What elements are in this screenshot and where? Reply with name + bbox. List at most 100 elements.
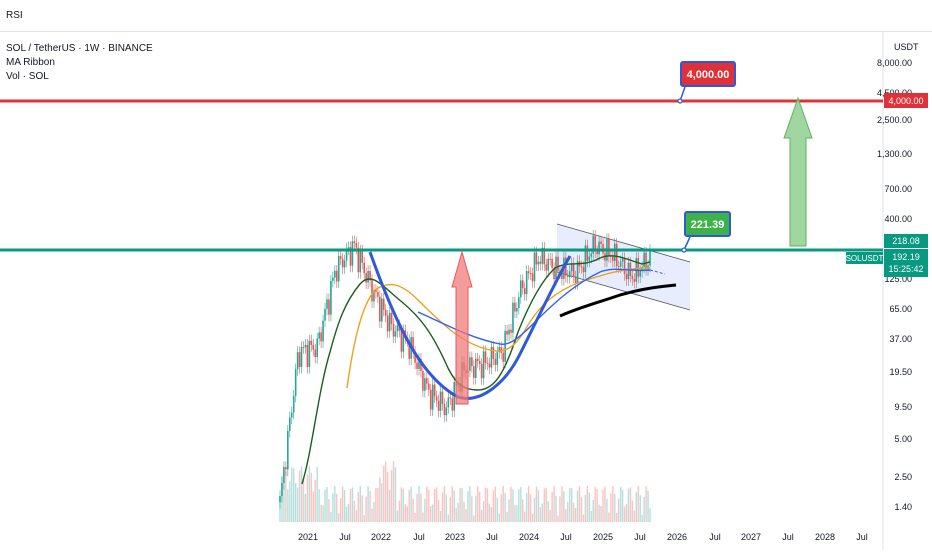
red-up-arrow-icon[interactable]: [451, 250, 473, 405]
volume-bar: [406, 506, 408, 522]
legend-ma-ribbon[interactable]: MA Ribbon: [6, 57, 55, 68]
y-tick-label: 2,500.00: [877, 115, 912, 125]
volume-bar: [522, 499, 524, 522]
candle-body: [545, 264, 548, 271]
legend-volume[interactable]: Vol · SOL: [6, 71, 49, 82]
channel-lower-line[interactable]: [556, 271, 691, 311]
volume-bar: [308, 466, 311, 522]
volume-bar: [392, 461, 395, 522]
green-up-arrow-icon[interactable]: [783, 96, 813, 247]
volume-bar: [400, 487, 403, 522]
volume-bar: [322, 505, 324, 522]
symbol-tag-text: SOLUSDT: [846, 254, 884, 263]
candle-body: [535, 252, 538, 265]
volume-bar: [279, 496, 281, 522]
volume-bar: [381, 483, 383, 522]
ma-medium-line[interactable]: [346, 267, 651, 389]
ma-fast-line[interactable]: [301, 255, 651, 485]
candle-body: [502, 352, 504, 362]
candle-body: [439, 391, 442, 411]
volume-bar: [619, 486, 622, 522]
candle-body: [379, 296, 381, 322]
candle-body: [637, 258, 640, 277]
volume-bar: [527, 486, 530, 522]
volume-bar: [330, 512, 332, 522]
candle-body: [294, 369, 297, 396]
candle-body: [384, 309, 387, 316]
ma-projection: [649, 269, 666, 275]
target-callout[interactable]: 4,000.00: [677, 61, 736, 104]
y-tick-label: 125.00: [884, 274, 912, 284]
candle-body: [326, 299, 328, 309]
candle-body: [351, 241, 354, 266]
candle-body: [474, 358, 477, 379]
candle-body: [341, 258, 344, 268]
x-tick-label: Jul: [856, 532, 868, 542]
volume-bar: [580, 497, 583, 522]
volume-bar: [625, 504, 628, 522]
candle-body: [547, 258, 550, 271]
candle-body: [518, 297, 520, 309]
volume-bar: [316, 467, 318, 522]
volume-bar: [304, 494, 307, 522]
symbol-price-tag[interactable]: SOLUSDT 192.19 15:25:42: [846, 249, 928, 277]
candle-body: [339, 256, 342, 259]
volume-bar: [539, 507, 542, 522]
chart-canvas[interactable]: USDT 8,000.004,500.002,500.001,300.00700…: [0, 32, 932, 550]
candles: [279, 229, 651, 509]
candle-body: [639, 271, 642, 277]
x-axis[interactable]: 2021 Jul 2022 Jul 2023 Jul 2024 Jul 2025 Jul 2026 J…: [298, 532, 868, 542]
volume-bar: [339, 498, 342, 522]
volume-bar: [291, 467, 293, 522]
candle-body: [588, 256, 591, 261]
volume-bar: [561, 486, 563, 522]
volume-bar: [639, 495, 641, 522]
candle-body: [521, 280, 524, 289]
candle-body: [486, 362, 489, 364]
legend-symbol[interactable]: SOL / TetherUS · 1W · BINANCE: [6, 43, 153, 54]
price-chart[interactable]: USDT 8,000.004,500.002,500.001,300.00700…: [0, 32, 932, 550]
volume-bar: [455, 507, 457, 522]
candle-body: [531, 273, 534, 282]
cup-pattern-curve[interactable]: [368, 251, 572, 400]
candle-body: [580, 266, 583, 268]
x-tick-label: Jul: [782, 532, 794, 542]
volume-bar: [402, 488, 405, 522]
indicator-tab-rsi[interactable]: RSI: [6, 10, 23, 21]
candle-body: [398, 325, 401, 331]
volume-bar: [365, 496, 367, 522]
y-tick-label: 700.00: [884, 184, 912, 194]
chart-legend: SOL / TetherUS · 1W · BINANCE MA Ribbon …: [6, 42, 153, 84]
candle-body: [482, 351, 485, 379]
resistance-callout[interactable]: 221.39: [681, 211, 731, 253]
last-price-tag[interactable]: 218.08: [884, 234, 928, 248]
x-tick-label: 2026: [667, 532, 687, 542]
volume-bar: [594, 487, 596, 522]
candle-body: [349, 247, 352, 266]
candle-body: [347, 247, 350, 249]
target-callout-text: 4,000.00: [687, 69, 730, 81]
volume-bar: [465, 509, 467, 522]
volume-bar: [482, 501, 485, 522]
channel-upper-line[interactable]: [556, 223, 691, 263]
volume-bar: [383, 465, 385, 522]
candle-body: [427, 383, 430, 390]
volume-bar: [320, 504, 322, 522]
candle-body: [306, 344, 309, 367]
candle-body: [361, 250, 364, 263]
candle-body: [510, 329, 512, 333]
candle-body: [288, 417, 291, 431]
volume-bar: [643, 496, 645, 522]
candle-body: [584, 245, 587, 273]
y-axis[interactable]: 8,000.004,500.002,500.001,300.00700.0040…: [877, 58, 912, 512]
candle-body: [549, 258, 551, 260]
volume-bar: [529, 494, 532, 522]
candle-body: [613, 243, 616, 261]
target-price-tag[interactable]: 4,000.00: [884, 93, 928, 108]
candle-body: [574, 276, 577, 284]
volume-bar: [390, 470, 393, 522]
ma-200-line[interactable]: [559, 283, 677, 318]
volume-bar: [551, 491, 553, 522]
volume-bar: [516, 505, 518, 522]
candle-body: [641, 266, 643, 272]
